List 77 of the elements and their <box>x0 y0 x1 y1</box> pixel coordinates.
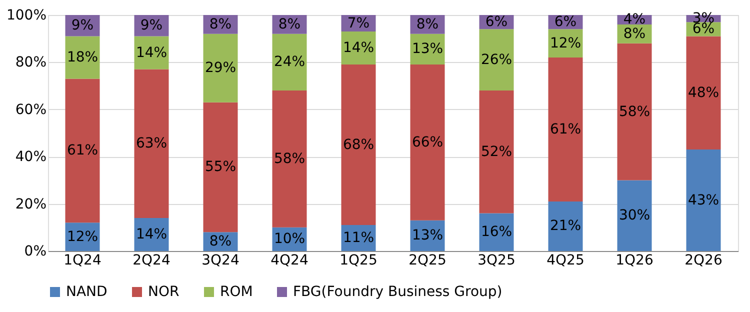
y-tick-label: 60% <box>15 102 46 118</box>
bar <box>410 64 445 220</box>
x-tick-label: 4Q25 <box>546 252 584 268</box>
bar <box>617 180 652 251</box>
data-label: 26% <box>480 52 512 68</box>
bar <box>203 102 238 232</box>
x-tick-label: 1Q25 <box>340 252 378 268</box>
data-label: 13% <box>412 228 444 244</box>
bar <box>548 57 583 202</box>
data-label: 6% <box>554 14 577 30</box>
data-label: 8% <box>209 234 232 250</box>
data-label: 58% <box>618 104 650 120</box>
legend-label: NAND <box>66 284 108 300</box>
bar <box>479 90 514 214</box>
data-label: 21% <box>550 218 582 234</box>
data-label: 14% <box>342 40 374 56</box>
data-label: 61% <box>66 142 98 159</box>
data-label: 8% <box>278 16 301 32</box>
data-label: 18% <box>66 49 98 66</box>
legend-label: ROM <box>220 284 253 300</box>
data-label: 55% <box>204 159 236 176</box>
y-tick-label: 20% <box>15 196 46 212</box>
bar <box>341 64 376 226</box>
x-tick-label: 3Q24 <box>202 252 240 268</box>
data-label: 9% <box>71 18 94 34</box>
data-label: 48% <box>688 84 720 101</box>
bar <box>203 34 238 102</box>
bar <box>65 78 100 223</box>
bar <box>617 43 652 180</box>
data-label: 14% <box>136 44 168 61</box>
data-label: 16% <box>480 224 512 240</box>
data-label: 8% <box>623 26 646 42</box>
data-label: 8% <box>416 16 439 32</box>
x-tick-label: 3Q25 <box>478 252 516 268</box>
bar <box>479 29 514 91</box>
legend-label: FBG(Foundry Business Group) <box>293 284 502 300</box>
data-label: 7% <box>347 15 370 32</box>
data-label: 24% <box>274 54 306 70</box>
bar <box>65 36 100 79</box>
data-label: 58% <box>274 150 306 167</box>
data-label: 9% <box>140 18 163 34</box>
x-tick-label: 2Q25 <box>408 252 446 268</box>
x-tick-label: 2Q24 <box>132 252 170 268</box>
data-label: 30% <box>618 208 650 224</box>
bar <box>479 213 514 251</box>
x-tick-label: 4Q24 <box>270 252 308 268</box>
data-label: 10% <box>274 231 306 248</box>
bar <box>272 34 307 91</box>
data-label: 66% <box>412 134 444 150</box>
data-label: 63% <box>136 136 168 152</box>
data-label: 52% <box>480 144 512 160</box>
data-label: 14% <box>136 226 168 242</box>
data-label: 13% <box>412 41 444 58</box>
data-label: 68% <box>342 136 374 153</box>
legend-label: NOR <box>148 284 180 300</box>
y-tick-label: 0% <box>24 244 46 260</box>
y-tick-label: 40% <box>15 149 46 166</box>
bar <box>134 69 169 218</box>
data-label: 6% <box>485 14 508 30</box>
bar <box>272 90 307 228</box>
data-label: 12% <box>550 35 582 52</box>
data-label: 29% <box>204 60 236 76</box>
data-label: 8% <box>209 16 232 32</box>
y-tick-label: 80% <box>15 54 46 71</box>
x-tick-label: 1Q24 <box>64 252 102 268</box>
bar <box>134 36 169 70</box>
y-tick-label: 100% <box>6 8 46 24</box>
data-label: 43% <box>688 192 720 208</box>
data-label: 4% <box>623 12 646 28</box>
data-label: 61% <box>550 121 582 138</box>
x-tick-label: 1Q26 <box>616 252 654 268</box>
bar <box>686 36 721 150</box>
x-tick-label: 2Q26 <box>684 252 722 268</box>
data-label: 12% <box>66 228 98 245</box>
data-label: 11% <box>342 230 374 246</box>
bar <box>548 201 583 251</box>
bar <box>686 150 721 251</box>
